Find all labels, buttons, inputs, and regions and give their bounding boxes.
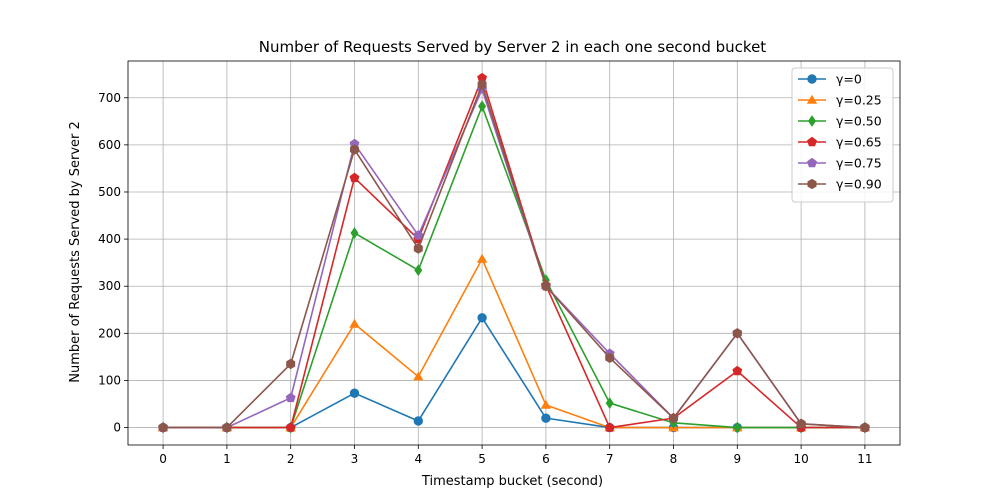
x-tick-label: 10: [793, 452, 808, 466]
x-axis-label: Timestamp bucket (second): [421, 474, 603, 489]
y-tick-label: 700: [98, 91, 121, 105]
y-tick-label: 300: [98, 279, 121, 293]
x-tick-label: 3: [351, 452, 359, 466]
data-point: [158, 422, 168, 433]
y-tick-label: 100: [98, 373, 121, 387]
data-point: [350, 227, 359, 239]
x-tick-label: 6: [542, 452, 550, 466]
legend-label: γ=0.75: [836, 156, 882, 171]
data-point: [285, 392, 296, 403]
x-tick-label: 2: [287, 452, 295, 466]
data-point: [860, 422, 870, 433]
legend-entry: γ=0.25: [798, 93, 882, 108]
data-point: [733, 421, 742, 434]
data-point: [413, 416, 423, 426]
series-line: [163, 77, 865, 429]
x-tick-label: 4: [414, 452, 422, 466]
data-point: [605, 397, 614, 409]
axes: 0 1 2 3 4 5 6 7 8 9 10 11 0 100 200 300 400 500 600 700: [98, 60, 901, 466]
legend-entry: γ=0.50: [798, 114, 882, 129]
y-tick-label: 500: [98, 185, 121, 199]
data-point: [349, 318, 360, 328]
data-point: [477, 313, 487, 323]
plot-frame: [127, 60, 901, 446]
chart-title: Number of Requests Served by Server 2 in…: [259, 38, 766, 56]
data-point: [605, 352, 615, 364]
data-point: [350, 144, 359, 155]
data-point: [413, 243, 423, 254]
x-tick-label: 9: [733, 452, 741, 466]
y-tick-label: 0: [113, 421, 121, 435]
legend-entry: γ=0: [798, 72, 862, 87]
x-tick-label: 1: [223, 452, 231, 466]
legend-entry: γ=0.75: [798, 156, 882, 171]
data-point: [477, 79, 487, 90]
data-point: [349, 172, 360, 183]
data-point: [541, 413, 551, 423]
data-point: [285, 422, 296, 432]
legend-marker: [806, 94, 818, 104]
data-point: [414, 264, 423, 277]
x-tick-label: 8: [670, 452, 678, 466]
data-point: [604, 422, 615, 432]
y-axis-label: Number of Requests Served by Server 2: [68, 121, 83, 383]
series-6: [158, 79, 870, 433]
data-point: [732, 328, 742, 339]
legend-label: γ=0.25: [836, 93, 882, 108]
legend-marker: [807, 115, 817, 127]
data-point: [222, 422, 232, 433]
legend-marker: [807, 157, 817, 168]
data-point: [478, 100, 487, 113]
x-tick-label: 7: [606, 452, 614, 466]
legend: γ=0 γ=0.25 γ=0.50 γ=0.65 γ=0.75 γ=0.90: [791, 67, 894, 203]
legend-marker: [807, 178, 817, 190]
data-point: [413, 230, 424, 240]
data-point: [669, 412, 678, 424]
legend-label: γ=0.50: [836, 114, 882, 129]
data-point: [796, 418, 806, 429]
series-group: [157, 72, 871, 434]
x-tick-label: 0: [159, 452, 167, 466]
x-tick-label: 11: [857, 452, 872, 466]
legend-label: γ=0.65: [836, 135, 882, 150]
legend-entry: γ=0.90: [798, 177, 882, 192]
legend-entry: γ=0.65: [798, 135, 882, 150]
legend-box: [791, 67, 894, 203]
series-line: [163, 83, 865, 429]
legend-label: γ=0.90: [836, 177, 882, 192]
x-tick-label: 5: [478, 452, 486, 466]
legend-marker: [807, 74, 817, 84]
data-point: [541, 281, 551, 292]
data-point: [413, 371, 424, 381]
data-point: [349, 388, 360, 398]
y-tick-label: 400: [98, 232, 121, 246]
legend-marker: [807, 136, 817, 147]
y-tick-label: 200: [98, 326, 121, 340]
data-point: [286, 358, 296, 370]
data-point: [476, 253, 488, 263]
y-tick-label: 600: [98, 138, 121, 152]
legend-label: γ=0: [836, 72, 862, 87]
data-point: [540, 399, 552, 409]
data-point: [732, 365, 743, 376]
